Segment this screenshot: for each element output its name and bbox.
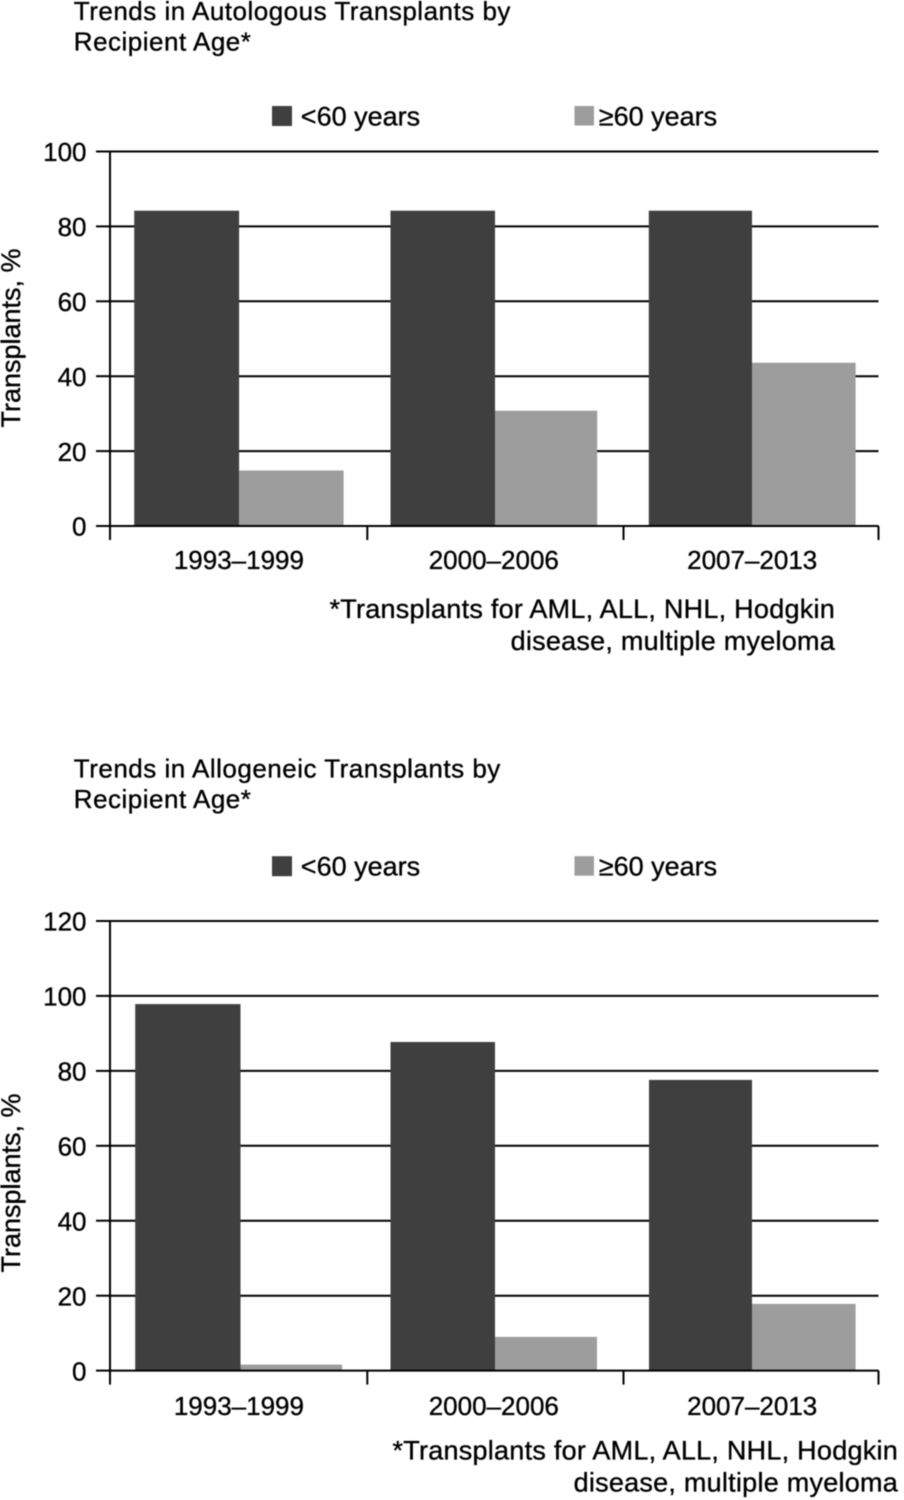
svg-text:2000–2006: 2000–2006 [429,545,559,575]
svg-text:2007–2013: 2007–2013 [687,545,817,575]
svg-text:80: 80 [58,212,87,242]
svg-text:≥60 years: ≥60 years [599,102,717,132]
svg-text:80: 80 [58,1057,87,1087]
svg-text:Transplants, %: Transplants, % [0,1093,26,1272]
svg-text:20: 20 [58,1281,87,1311]
svg-text:Transplants, %: Transplants, % [0,248,26,427]
svg-text:Recipient Age*: Recipient Age* [74,27,252,57]
svg-text:*Transplants for AML, ALL, NHL: *Transplants for AML, ALL, NHL, Hodgkin [330,594,836,624]
svg-text:1993–1999: 1993–1999 [174,1391,304,1421]
svg-text:<60 years: <60 years [301,852,420,882]
svg-text:1993–1999: 1993–1999 [174,545,304,575]
svg-text:2007–2013: 2007–2013 [687,1391,817,1421]
svg-text:40: 40 [58,362,87,392]
svg-text:disease, multiple myeloma: disease, multiple myeloma [511,626,836,656]
svg-text:100: 100 [43,982,86,1012]
svg-text:60: 60 [58,287,87,317]
svg-text:<60 years: <60 years [301,102,420,132]
svg-text:Trends in Allogeneic Transplan: Trends in Allogeneic Transplants by [74,754,501,784]
svg-text:120: 120 [43,907,86,937]
svg-text:40: 40 [58,1206,87,1236]
svg-text:2000–2006: 2000–2006 [429,1391,559,1421]
svg-text:0: 0 [72,1356,86,1386]
svg-text:100: 100 [43,137,86,167]
svg-text:Trends in Autologous Transplan: Trends in Autologous Transplants by [74,0,511,26]
svg-text:disease, multiple myeloma: disease, multiple myeloma [574,1468,899,1498]
svg-text:*Transplants for AML, ALL, NHL: *Transplants for AML, ALL, NHL, Hodgkin [393,1436,899,1466]
svg-text:Recipient Age*: Recipient Age* [74,784,252,814]
svg-text:0: 0 [72,512,86,542]
svg-text:≥60 years: ≥60 years [599,852,717,882]
svg-text:20: 20 [58,437,87,467]
svg-text:60: 60 [58,1132,87,1162]
